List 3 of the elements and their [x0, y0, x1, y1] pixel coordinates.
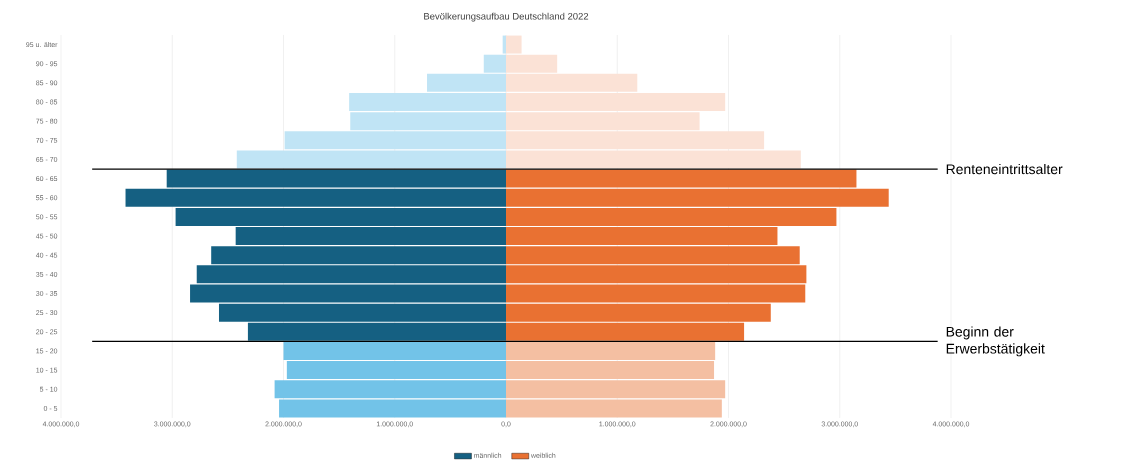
- ref-line-label: Renteneintrittsalter: [946, 163, 1063, 175]
- chart-title: Bevölkerungsaufbau Deutschland 2022: [424, 12, 589, 22]
- ref-line-label: Beginn der Erwerbstätigkeit: [946, 326, 1045, 357]
